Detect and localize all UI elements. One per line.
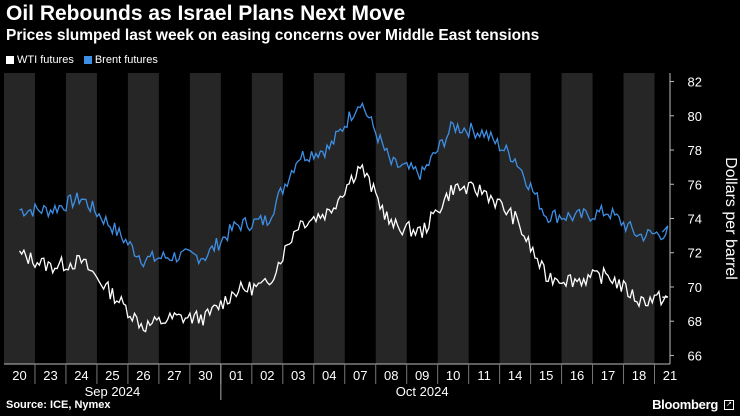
legend-swatch-wti — [6, 56, 14, 64]
x-tick-label: 09 — [415, 368, 429, 383]
chart-title: Oil Rebounds as Israel Plans Next Move — [6, 2, 406, 25]
x-tick-label: 03 — [291, 368, 305, 383]
x-tick-label: 20 — [12, 368, 26, 383]
x-tick-label: 18 — [632, 368, 646, 383]
x-tick-label: 25 — [105, 368, 119, 383]
day-band — [437, 73, 469, 364]
expand-icon: ↗ — [724, 400, 734, 410]
day-band — [189, 73, 221, 364]
x-tick-label: 08 — [384, 368, 398, 383]
day-band — [313, 73, 345, 364]
day-band — [4, 73, 35, 364]
x-tick-label: 26 — [136, 368, 150, 383]
source-note: Source: ICE, Nymex — [6, 399, 111, 411]
legend-item-brent: Brent futures — [83, 54, 158, 66]
x-tick-label: 27 — [167, 368, 181, 383]
y-tick-label: 76 — [688, 177, 702, 192]
x-month-label: Sep 2024 — [85, 384, 141, 399]
y-tick-label: 80 — [688, 109, 702, 124]
x-tick-label: 17 — [601, 368, 615, 383]
chart-legend: WTI futures Brent futures — [6, 54, 158, 66]
series-line-wti — [18, 163, 669, 333]
x-tick-label: 02 — [260, 368, 274, 383]
legend-item-wti: WTI futures — [6, 54, 74, 66]
y-tick-label: 68 — [688, 314, 702, 329]
x-tick-label: 11 — [477, 368, 491, 383]
x-tick-label: 16 — [570, 368, 584, 383]
x-tick-label: 15 — [539, 368, 553, 383]
legend-label-brent: Brent futures — [94, 54, 158, 66]
y-tick-label: 74 — [688, 212, 702, 227]
x-tick-label: 14 — [508, 368, 522, 383]
y-tick-label: 72 — [688, 246, 702, 261]
x-tick-label: 10 — [446, 368, 460, 383]
chart-subtitle: Prices slumped last week on easing conce… — [6, 27, 540, 44]
x-tick-label: 30 — [198, 368, 212, 383]
x-tick-label: 24 — [74, 368, 88, 383]
y-tick-label: 66 — [688, 348, 702, 363]
legend-label-wti: WTI futures — [17, 54, 74, 66]
day-band — [65, 73, 97, 364]
series-line-brent — [19, 101, 669, 268]
y-tick-label: 78 — [688, 143, 702, 158]
x-tick-label: 04 — [322, 368, 336, 383]
y-tick-label: 82 — [688, 75, 702, 90]
bloomberg-logo: Bloomberg — [652, 397, 718, 412]
x-tick-label: 07 — [353, 368, 367, 383]
x-tick-label: 21 — [663, 368, 677, 383]
day-band — [127, 73, 159, 364]
x-month-label: Oct 2024 — [396, 384, 449, 399]
x-tick-label: 23 — [43, 368, 57, 383]
x-tick-label: 01 — [229, 368, 243, 383]
day-band — [623, 73, 655, 364]
legend-swatch-brent — [83, 56, 92, 64]
day-band — [499, 73, 531, 364]
y-tick-label: 70 — [688, 280, 702, 295]
y-axis-title: Dollars per barrel — [722, 157, 739, 280]
